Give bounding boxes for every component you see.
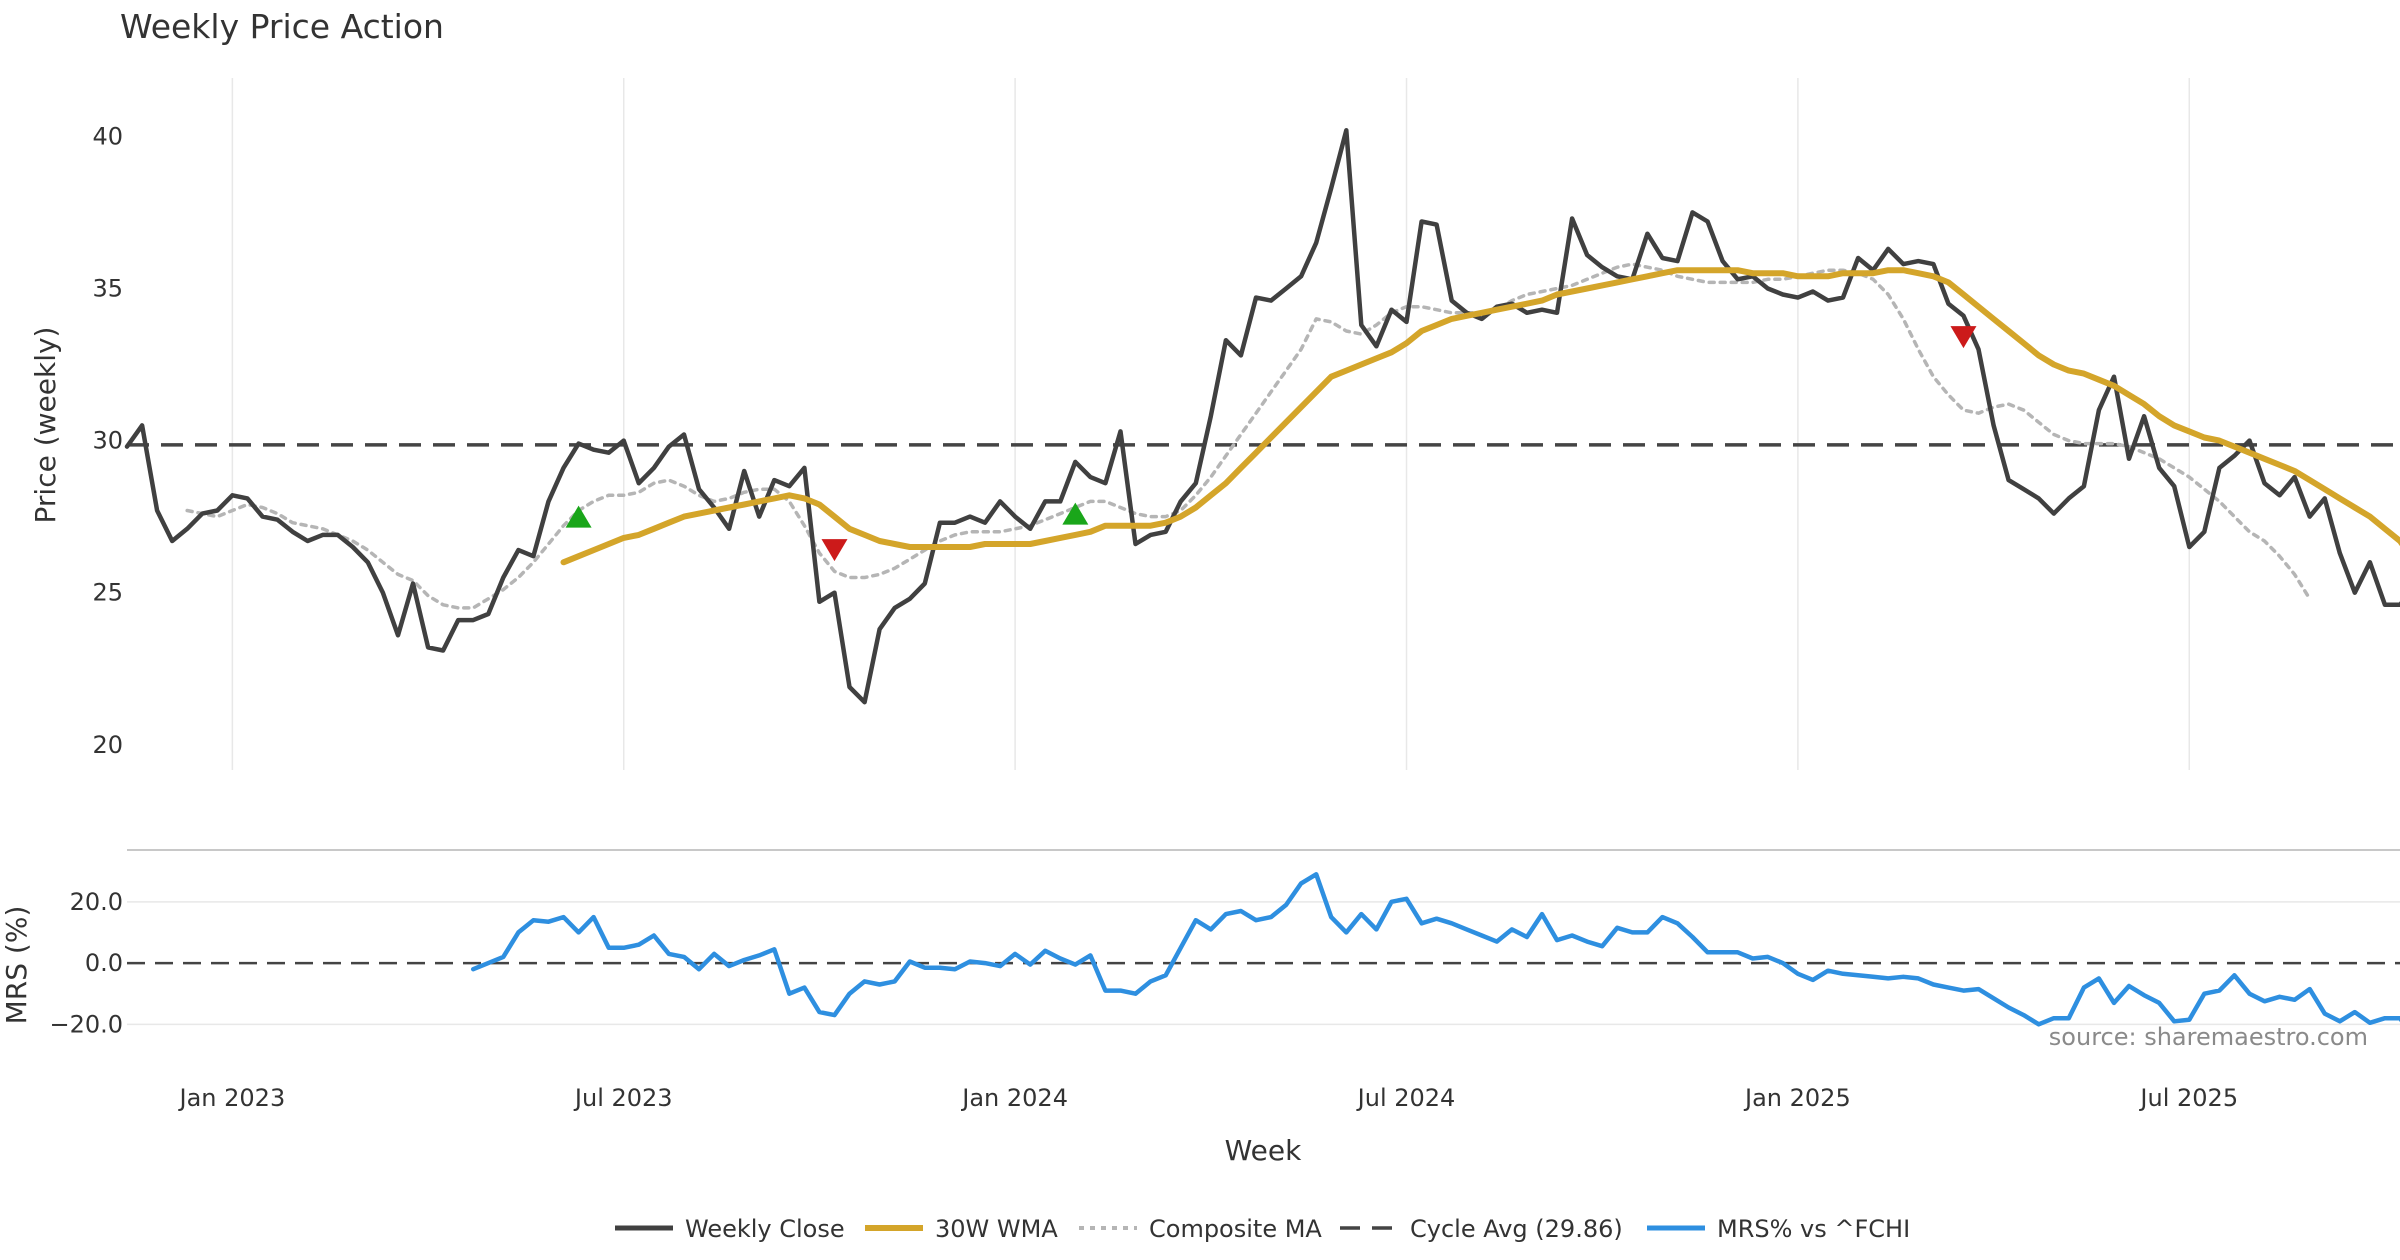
legend-wma: 30W WMA	[865, 1215, 1058, 1243]
x-axis-label: Week	[1225, 1134, 1302, 1167]
signal-markers	[565, 326, 1977, 562]
mrs-tick-label: 0.0	[85, 949, 123, 977]
y-tick-label: 30	[92, 427, 123, 455]
y-tick-label: 40	[92, 122, 123, 150]
price-grid	[231, 78, 2191, 770]
legend-label: MRS% vs ^FCHI	[1717, 1215, 1910, 1243]
y-tick-label: 20	[92, 731, 123, 759]
legend-label: 30W WMA	[935, 1215, 1058, 1243]
source-attribution: source: sharemaestro.com	[2049, 1023, 2368, 1051]
mrs-grid	[127, 901, 2400, 1026]
mrs-line	[470, 872, 2400, 1027]
x-tick-label: Jan 2024	[960, 1084, 1068, 1112]
legend-label: Cycle Avg (29.86)	[1410, 1215, 1623, 1243]
mrs-axis-label: MRS (%)	[0, 906, 33, 1025]
legend-label: Composite MA	[1149, 1215, 1322, 1243]
y-axis-label: Price (weekly)	[29, 327, 62, 524]
legend: Weekly Close 30W WMA Composite MA Cycle Avg…	[615, 1215, 1910, 1243]
x-tick-label: Jan 2023	[178, 1084, 286, 1112]
x-tick-label: Jul 2023	[573, 1084, 673, 1112]
y-tick-label: 35	[92, 274, 123, 302]
y-tick-label: 25	[92, 579, 123, 607]
weekly-close-line	[124, 128, 2400, 705]
mrs-tick-label: −20.0	[49, 1010, 123, 1038]
chart-title: Weekly Price Action	[120, 7, 444, 46]
axis-ticks: 20 25 30 35 40 20.0 0.0 −20.0 Jan 2023 Jul 2023 Ja…	[49, 122, 2238, 1112]
buy-signal-marker	[1062, 502, 1089, 525]
wma-30w-line	[560, 267, 2400, 566]
x-tick-label: Jan 2025	[1743, 1084, 1851, 1112]
legend-cycle-avg: Cycle Avg (29.86)	[1340, 1215, 1623, 1243]
x-tick-label: Jul 2025	[2138, 1084, 2238, 1112]
reference-lines	[127, 443, 2400, 965]
x-tick-label: Jul 2024	[1356, 1084, 1456, 1112]
sell-signal-marker	[1950, 326, 1977, 349]
legend-mrs: MRS% vs ^FCHI	[1647, 1215, 1910, 1243]
mrs-tick-label: 20.0	[70, 888, 123, 916]
sell-signal-marker	[821, 539, 848, 562]
legend-label: Weekly Close	[685, 1215, 845, 1243]
series-layer	[124, 128, 2400, 1027]
legend-weekly-close: Weekly Close	[615, 1215, 845, 1243]
buy-signal-marker	[565, 505, 592, 528]
legend-composite-ma: Composite MA	[1079, 1215, 1322, 1243]
